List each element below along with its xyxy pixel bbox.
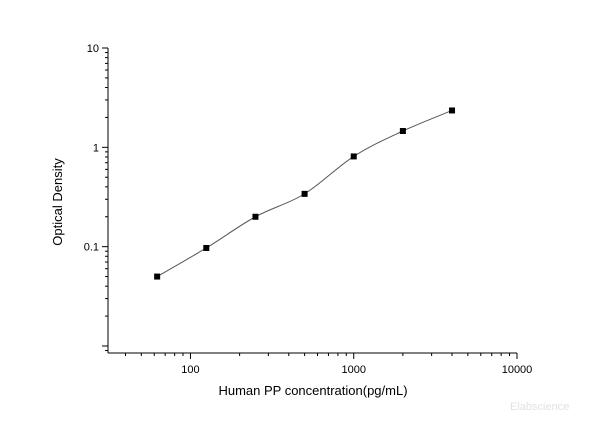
y-axis-title: Optical Density xyxy=(50,158,65,246)
y-tick-label: 0.1 xyxy=(84,242,99,254)
x-axis-title: Human PP concentration(pg/mL) xyxy=(218,383,407,398)
data-point xyxy=(301,190,308,197)
y-tick-label: 1 xyxy=(93,142,99,154)
ticks: 100 1000 10000 0.1 1 10 xyxy=(84,43,533,376)
x-tick-label: 10000 xyxy=(502,364,533,376)
data-point xyxy=(252,213,259,220)
data-points xyxy=(154,107,456,280)
data-point xyxy=(203,244,210,251)
axes xyxy=(107,48,517,354)
data-point xyxy=(154,273,161,280)
data-point xyxy=(399,128,406,135)
data-point xyxy=(449,107,456,114)
watermark-text: Elabscience xyxy=(510,401,569,413)
x-tick-label: 1000 xyxy=(341,364,365,376)
data-point xyxy=(350,153,357,160)
y-tick-label: 10 xyxy=(87,43,99,55)
x-tick-label: 100 xyxy=(181,364,199,376)
